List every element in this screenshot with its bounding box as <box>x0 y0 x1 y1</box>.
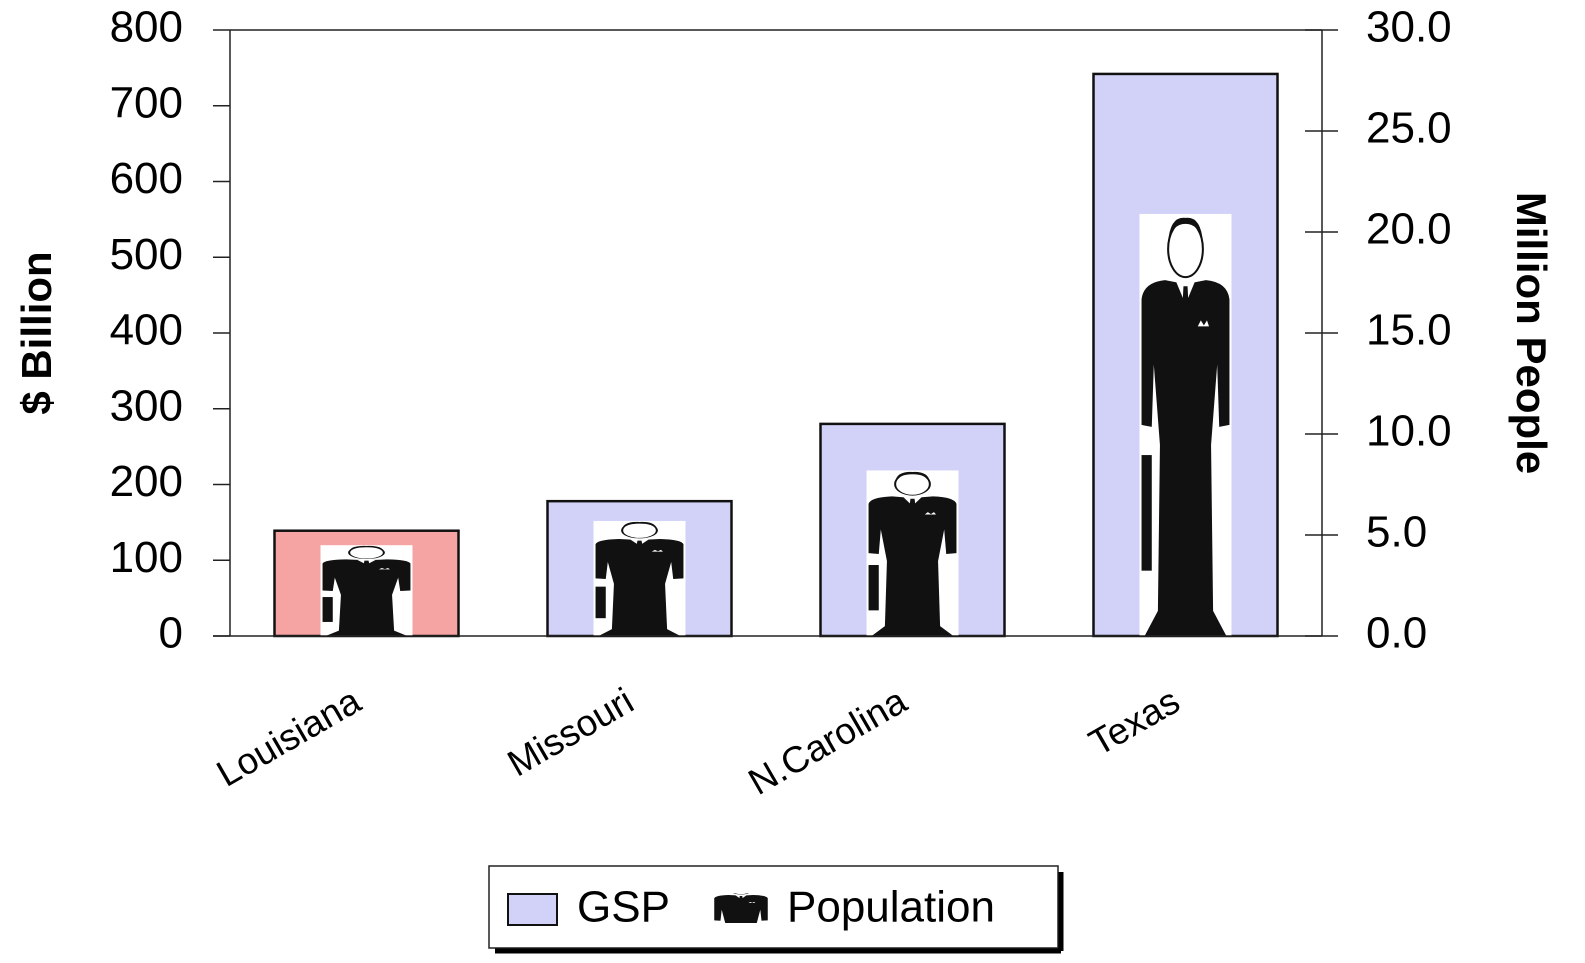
figure-hair <box>895 471 930 482</box>
figure-tie <box>1182 286 1189 311</box>
figure-tie <box>636 540 643 548</box>
figure-briefcase <box>868 565 879 611</box>
y-tick-label: 500 <box>110 230 183 279</box>
population-figure <box>593 520 686 636</box>
population-figure <box>320 545 413 636</box>
figure-pocket <box>378 568 391 570</box>
figure-briefcase <box>595 586 606 619</box>
figure-pocket <box>924 512 937 515</box>
figure-hair <box>1168 217 1203 242</box>
figure-body <box>1141 280 1230 636</box>
figure-pocket <box>1197 320 1210 327</box>
x-tick-label: Louisiana <box>210 680 368 795</box>
figure-pocket <box>748 902 756 904</box>
figure-tie <box>909 498 916 509</box>
figure-hair <box>349 545 384 552</box>
x-tick-label: Texas <box>1082 680 1186 764</box>
figure-body <box>595 538 684 636</box>
figure-head <box>732 893 750 895</box>
legend-label: Population <box>787 883 995 932</box>
figure-tie <box>363 560 370 566</box>
y2-tick-label: 5.0 <box>1366 508 1427 557</box>
y2-tick-label: 30.0 <box>1366 3 1452 52</box>
figure-body <box>868 496 957 636</box>
legend-swatch <box>507 893 558 926</box>
legend-swatch <box>713 893 769 923</box>
y-tick-label: 0 <box>159 609 183 658</box>
x-tick-label: Missouri <box>501 680 641 784</box>
y2-axis-title: Million People <box>1508 192 1555 474</box>
y2-tick-label: 25.0 <box>1366 104 1452 153</box>
y2-tick-label: 10.0 <box>1366 407 1452 456</box>
y-tick-label: 300 <box>110 381 183 430</box>
x-tick-label: N.Carolina <box>742 680 914 803</box>
y-tick-label: 400 <box>110 306 183 355</box>
figure-briefcase <box>322 597 333 622</box>
y-axis-title: $ Billion <box>13 251 60 414</box>
figure-briefcase <box>1141 455 1152 571</box>
figure-tie <box>739 896 743 901</box>
y2-tick-label: 0.0 <box>1366 609 1427 658</box>
y-tick-label: 700 <box>110 78 183 127</box>
y-tick-label: 800 <box>110 3 183 52</box>
population-figure <box>1139 213 1232 636</box>
y-tick-label: 100 <box>110 533 183 582</box>
figure-body <box>714 894 768 923</box>
figure-pocket <box>651 549 664 552</box>
legend <box>488 865 1059 949</box>
y-tick-label: 200 <box>110 457 183 506</box>
y2-tick-label: 20.0 <box>1366 205 1452 254</box>
y-tick-label: 600 <box>110 154 183 203</box>
figure-body <box>322 559 411 636</box>
y2-tick-label: 15.0 <box>1366 306 1452 355</box>
legend-label: GSP <box>577 883 670 932</box>
population-figure <box>866 470 959 636</box>
figure-hair <box>622 521 657 529</box>
